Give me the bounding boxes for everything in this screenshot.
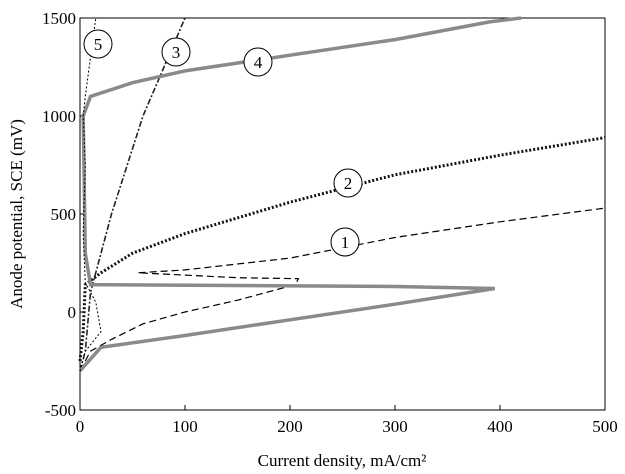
series-line — [78, 16, 522, 372]
x-tick-label: 300 — [382, 417, 408, 436]
curve-label-circle — [83, 29, 113, 59]
x-tick-label: 200 — [277, 417, 303, 436]
series-line — [79, 17, 186, 372]
series-line — [78, 136, 606, 362]
x-tick-label: 0 — [76, 417, 85, 436]
curve-label-circle — [330, 227, 360, 257]
series-line — [79, 207, 606, 372]
curve-label-circle — [161, 37, 191, 67]
curve-label: 5 — [94, 35, 103, 54]
y-tick-label: 0 — [68, 303, 77, 322]
y-tick-label: 1500 — [42, 9, 76, 28]
y-axis-title: Anode potential, SCE (mV) — [7, 119, 26, 309]
curve-label: 4 — [254, 53, 263, 72]
curve-label-circle — [333, 168, 363, 198]
curve-label: 1 — [341, 233, 350, 252]
curve-label: 3 — [172, 43, 181, 62]
x-axis-title: Current density, mA/cm² — [258, 451, 427, 470]
y-tick-label: 1000 — [42, 107, 76, 126]
curve-label-circle — [243, 47, 273, 77]
curve-label: 2 — [344, 174, 353, 193]
x-tick-label: 100 — [172, 417, 198, 436]
series-line — [79, 17, 102, 371]
x-tick-label: 500 — [592, 417, 618, 436]
x-tick-label: 400 — [487, 417, 513, 436]
y-tick-label: 500 — [51, 205, 77, 224]
y-tick-label: -500 — [45, 401, 76, 420]
